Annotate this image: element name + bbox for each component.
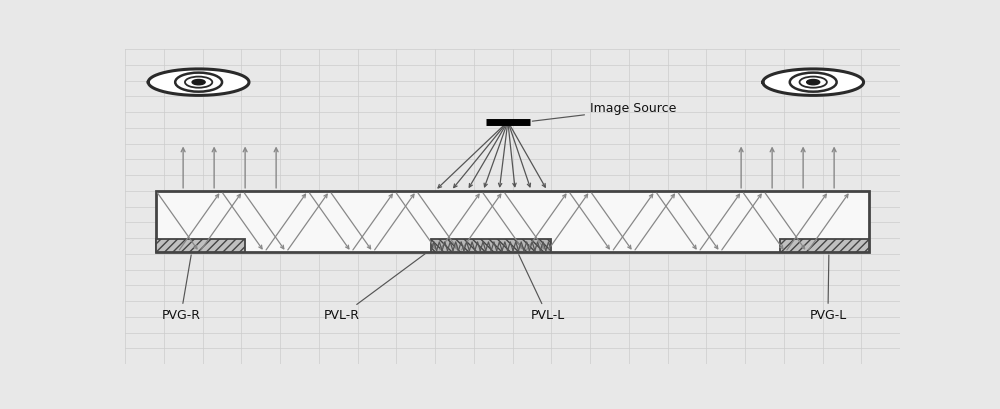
Text: PVL-R: PVL-R [324, 254, 425, 322]
Bar [156, 239, 245, 252]
Text: PVG-R: PVG-R [161, 255, 200, 322]
Circle shape [185, 76, 212, 88]
Text: PVG-L: PVG-L [809, 255, 847, 322]
Bar [156, 191, 869, 252]
Circle shape [807, 79, 820, 85]
Circle shape [175, 73, 222, 92]
Bar [780, 239, 869, 252]
Circle shape [800, 76, 827, 88]
Text: PVL-L: PVL-L [519, 255, 564, 322]
Polygon shape [148, 69, 249, 95]
Text: Image Source: Image Source [532, 102, 676, 121]
Circle shape [192, 79, 205, 85]
Circle shape [790, 73, 837, 92]
Bar [431, 239, 551, 252]
Polygon shape [763, 69, 864, 95]
